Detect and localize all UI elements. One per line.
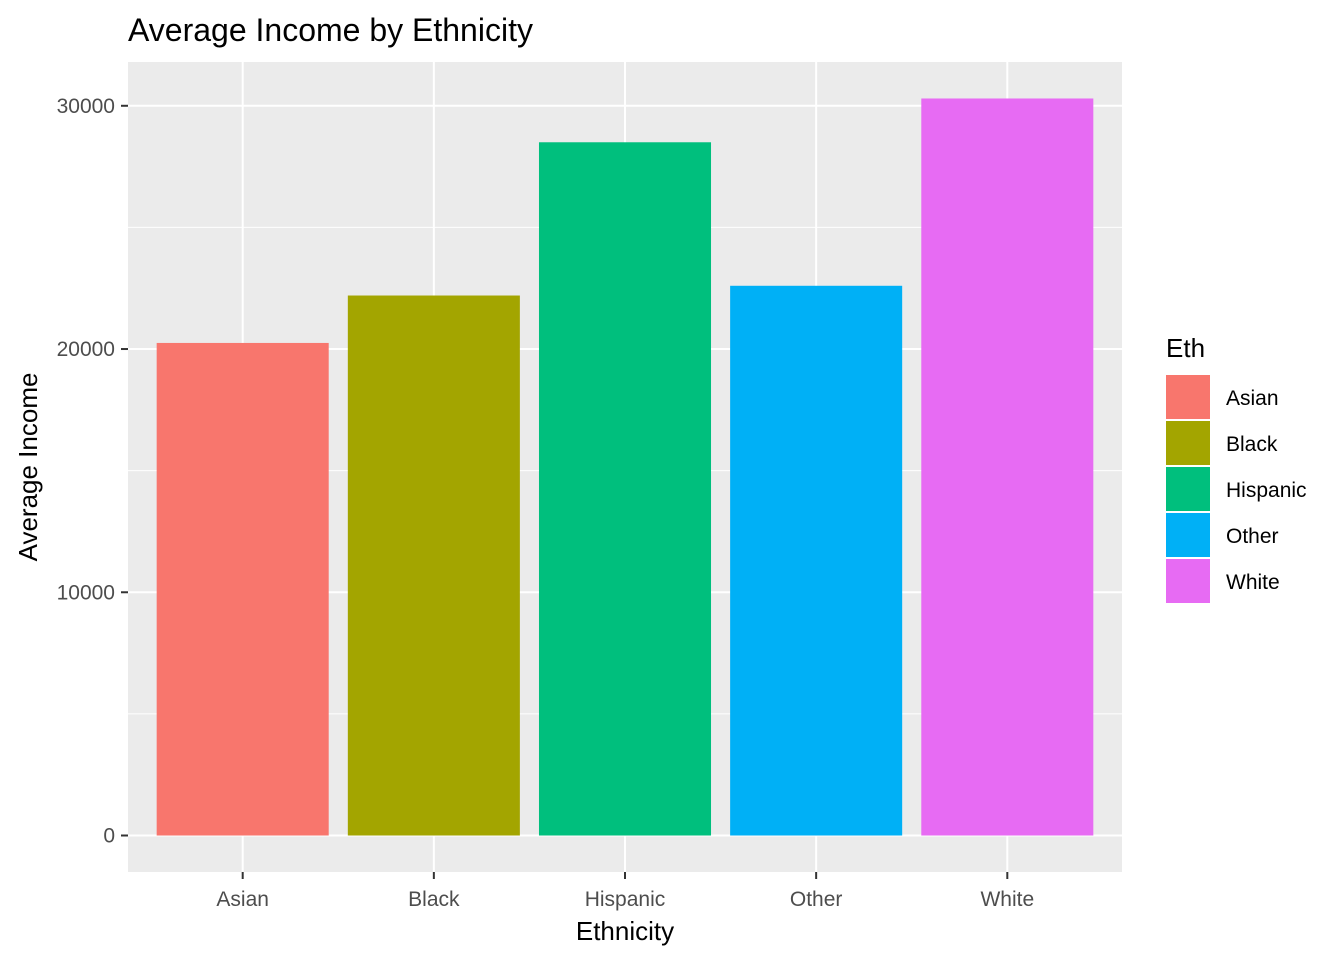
bar-black	[347, 295, 520, 836]
chart-title: Average Income by Ethnicity	[128, 12, 533, 48]
x-tick-label: Hispanic	[585, 888, 666, 911]
bar-other	[730, 285, 903, 836]
legend-key-black	[1166, 421, 1210, 465]
legend-title: Eth	[1166, 333, 1205, 363]
bars	[156, 98, 1094, 836]
legend-key-other	[1166, 513, 1210, 557]
legend-label: Black	[1226, 433, 1278, 456]
bar-hispanic	[538, 142, 712, 836]
x-tick-label: Black	[408, 888, 460, 911]
legend-label: Hispanic	[1226, 479, 1307, 502]
y-tick-label: 30000	[57, 95, 115, 118]
legend-key-white	[1166, 559, 1210, 603]
bar-white	[921, 98, 1094, 836]
x-axis-title: Ethnicity	[576, 916, 674, 946]
legend-label: Asian	[1226, 387, 1279, 410]
x-tick-label: Asian	[216, 888, 269, 911]
legend: Eth Asian Black Hispanic Other White	[1166, 333, 1307, 603]
legend-key-hispanic	[1166, 467, 1210, 511]
y-tick-label: 0	[103, 825, 115, 848]
x-tick-label: White	[980, 888, 1034, 911]
legend-label: White	[1226, 571, 1280, 594]
y-tick-label: 20000	[57, 338, 115, 361]
y-tick-label: 10000	[57, 581, 115, 604]
x-tick-label: Other	[790, 888, 843, 911]
y-axis-ticks: 0 10000 20000 30000	[57, 95, 128, 848]
legend-key-asian	[1166, 375, 1210, 419]
bar-asian	[156, 342, 329, 836]
x-axis-ticks: Asian Black Hispanic Other White	[216, 872, 1034, 911]
legend-label: Other	[1226, 525, 1279, 548]
y-axis-title: Average Income	[13, 373, 43, 562]
